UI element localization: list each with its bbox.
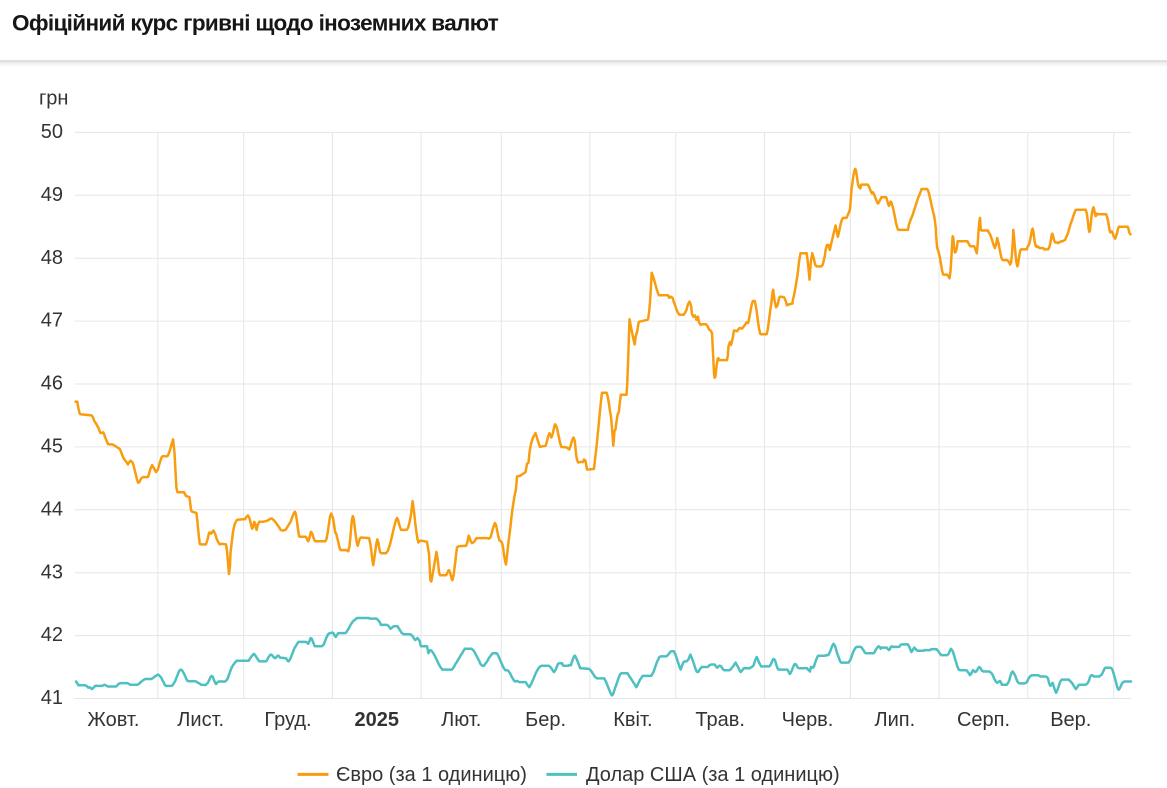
svg-text:Євро (за 1 одиницю): Євро (за 1 одиницю) xyxy=(336,764,527,786)
svg-text:45: 45 xyxy=(41,436,63,458)
svg-text:2025: 2025 xyxy=(355,709,400,731)
svg-text:Жовт.: Жовт. xyxy=(87,709,139,731)
svg-text:50: 50 xyxy=(41,121,63,143)
svg-text:Лип.: Лип. xyxy=(874,709,915,731)
svg-text:Долар США (за 1 одиницю): Долар США (за 1 одиницю) xyxy=(586,764,840,786)
svg-text:43: 43 xyxy=(41,561,63,583)
svg-text:Лист.: Лист. xyxy=(177,709,224,731)
svg-text:47: 47 xyxy=(41,310,63,332)
svg-text:Трав.: Трав. xyxy=(695,709,745,731)
svg-text:Квіт.: Квіт. xyxy=(613,709,652,731)
svg-text:46: 46 xyxy=(41,373,63,395)
svg-text:Бер.: Бер. xyxy=(525,709,566,731)
svg-text:42: 42 xyxy=(41,624,63,646)
svg-text:Серп.: Серп. xyxy=(957,709,1010,731)
svg-text:41: 41 xyxy=(41,687,63,709)
svg-text:Офіційний курс гривні щодо іно: Офіційний курс гривні щодо іноземних вал… xyxy=(12,11,499,36)
svg-text:49: 49 xyxy=(41,184,63,206)
svg-text:44: 44 xyxy=(41,498,63,520)
svg-text:48: 48 xyxy=(41,247,63,269)
svg-text:Груд.: Груд. xyxy=(264,709,311,731)
svg-text:грн: грн xyxy=(39,88,68,110)
svg-text:Лют.: Лют. xyxy=(441,709,481,731)
svg-text:Вер.: Вер. xyxy=(1050,709,1091,731)
svg-text:Черв.: Черв. xyxy=(782,709,834,731)
